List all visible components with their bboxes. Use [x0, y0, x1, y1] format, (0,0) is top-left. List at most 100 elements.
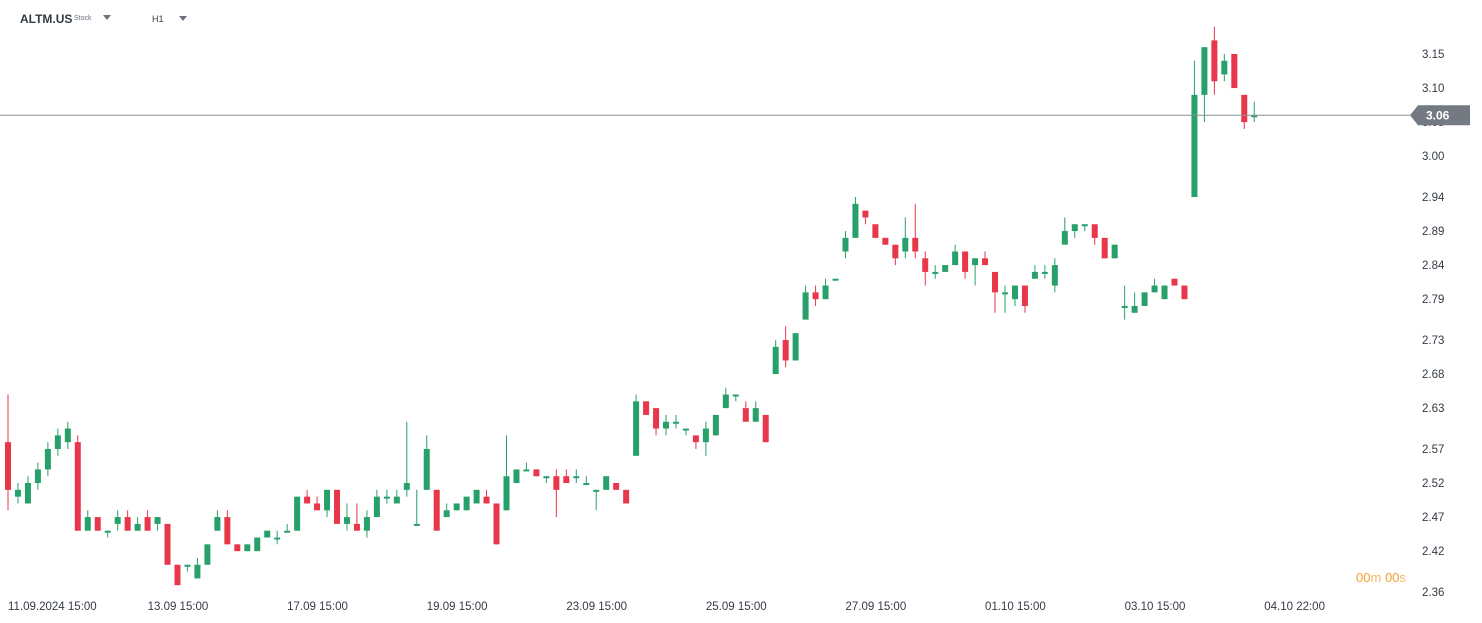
candle-body [34, 469, 41, 484]
candle-body [44, 448, 51, 470]
candle-body [633, 401, 640, 456]
candle [672, 414, 679, 429]
candle-body [244, 544, 251, 552]
candle [264, 530, 271, 538]
candle [922, 251, 929, 286]
candle-body [1161, 285, 1168, 300]
candle [383, 489, 390, 504]
candle-body [1111, 244, 1118, 259]
price-tick-label: 2.57 [1422, 444, 1444, 456]
candle [1241, 94, 1248, 129]
candle [1061, 217, 1068, 245]
candle [64, 421, 71, 449]
candle [832, 278, 839, 281]
candle [752, 401, 759, 422]
candle-body [862, 210, 869, 218]
candle-body [653, 408, 660, 429]
candle [503, 435, 510, 511]
candle [423, 435, 430, 490]
current-price-badge-shape [1410, 105, 1470, 126]
candle-body [1211, 40, 1218, 82]
candle [882, 237, 889, 245]
candle [663, 414, 670, 436]
candle [334, 489, 341, 524]
time-tick-label: 13.09 15:00 [148, 601, 209, 613]
candle-body [264, 530, 271, 538]
candle-body [1121, 305, 1128, 308]
time-tick-label: 11.09.2024 15:00 [8, 601, 97, 613]
candle [274, 530, 281, 545]
candle [184, 564, 191, 572]
candle-body [114, 517, 121, 524]
timeframe-dropdown-caret-icon[interactable] [179, 16, 187, 21]
candle-body [5, 442, 11, 490]
candle-body [1251, 115, 1258, 118]
candle-body [563, 476, 570, 484]
time-tick-label: 01.10 15:00 [985, 601, 1046, 613]
candle-body [194, 564, 201, 579]
candle [124, 510, 131, 531]
candle-body [74, 442, 81, 531]
candle-body [1091, 224, 1098, 238]
candle-body [842, 237, 849, 252]
candle [722, 387, 729, 409]
candle-body [543, 476, 550, 479]
candle [214, 510, 221, 531]
candle [603, 476, 610, 490]
candle [154, 517, 161, 531]
candle-body [523, 469, 530, 472]
price-tick-label: 2.79 [1422, 294, 1444, 306]
candle-body [104, 530, 111, 533]
candle [134, 517, 141, 531]
candle [403, 421, 410, 497]
candle-body [742, 408, 749, 422]
candle-body [363, 517, 370, 531]
candle [393, 489, 400, 504]
candle [972, 258, 979, 286]
candle [1131, 292, 1138, 313]
candle [224, 510, 231, 545]
candle-body [992, 271, 999, 293]
candle [1101, 237, 1108, 259]
time-tick-label: 04.10 22:00 [1264, 601, 1325, 613]
candle-body [852, 203, 859, 238]
candle-body [274, 537, 281, 540]
candle-body [373, 496, 380, 518]
candle-body [1021, 285, 1028, 306]
symbol-selector[interactable]: ALTM.US [20, 12, 73, 26]
candle-body [802, 292, 809, 320]
price-tick-label: 2.73 [1422, 335, 1444, 347]
candle [822, 278, 829, 300]
candle [942, 265, 949, 272]
candle-body [822, 285, 829, 300]
candle [802, 285, 809, 320]
candle [94, 517, 101, 531]
candle [1051, 258, 1058, 293]
candle [14, 483, 21, 504]
candle-body [1221, 60, 1228, 75]
candle-body [603, 476, 610, 490]
candle-body [393, 496, 400, 504]
candle-body [972, 258, 979, 266]
candle-body [872, 224, 879, 238]
candle [1251, 101, 1258, 123]
candle-body [304, 496, 311, 504]
candle [5, 394, 11, 511]
symbol-dropdown-caret-icon[interactable] [103, 15, 111, 20]
price-axis: 3.153.103.053.002.942.892.842.792.732.68… [1422, 49, 1445, 599]
candle [353, 503, 360, 531]
candle [1191, 60, 1198, 198]
candle [44, 442, 51, 477]
candle [1041, 265, 1048, 279]
candle-body [573, 476, 580, 479]
candle [54, 428, 61, 456]
timeframe-selector[interactable]: H1 [152, 14, 164, 24]
candle [842, 231, 849, 259]
price-tick-label: 3.10 [1422, 83, 1444, 95]
candle [1071, 224, 1078, 238]
candle [613, 483, 620, 490]
candle-body [962, 251, 969, 272]
candle [304, 489, 311, 504]
candle-body [174, 564, 181, 586]
